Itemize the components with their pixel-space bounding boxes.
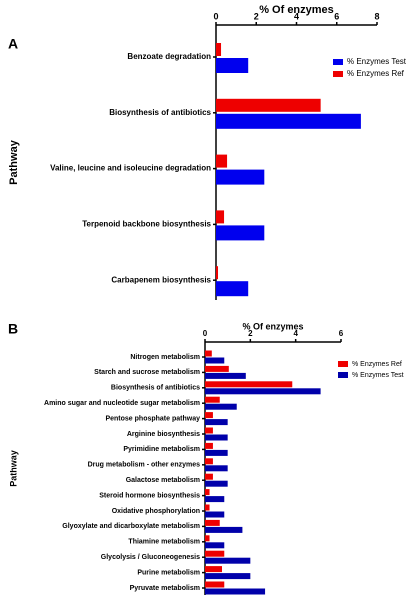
bar [216,98,321,112]
bar [216,113,361,129]
y-tick-label: Pyrimidine metabolism [123,446,200,453]
legend-swatch [333,59,343,65]
bar [205,419,228,426]
legend-swatch [333,71,343,77]
x-tick-label: 6 [339,329,344,338]
y-tick-label: Drug metabolism - other enzymes [88,462,201,469]
y-tick-label: Pyruvate metabolism [130,585,200,592]
bar [205,458,213,465]
y-tick-label: Starch and sucrose metabolism [94,369,200,376]
bar [205,473,213,480]
bar [205,365,229,372]
bar [205,350,212,357]
bar [216,169,265,185]
y-tick-label: Oxidative phosphorylation [112,508,200,515]
bar [216,281,249,297]
legend-label: % Enzymes Test [347,57,407,66]
x-tick-label: 4 [293,329,298,338]
bar [205,511,225,518]
x-tick-label: 0 [213,11,218,21]
axis-title: % Of enzymes [259,4,334,16]
bar [205,381,293,388]
y-tick-label: Nitrogen metabolism [130,354,200,361]
bar [205,372,246,379]
bar [205,573,251,580]
bar [205,403,237,410]
x-tick-label: 2 [254,11,259,21]
y-tick-label: Purine metabolism [137,569,200,576]
bar [205,496,225,503]
y-tick-label: Terpenoid backbone biosynthesis [82,220,211,229]
bar [205,412,213,419]
bar [205,442,213,449]
legend-label: % Enzymes Ref [347,69,405,78]
legend-label: % Enzymes Test [352,372,404,379]
y-tick-label: Thiamine metabolism [128,539,200,546]
y-axis-title: Pathway [8,450,18,487]
y-tick-label: Steroid hormone biosynthesis [99,492,200,499]
bar [205,388,321,395]
bar [205,581,225,588]
bar [205,449,228,456]
y-axis-title: Pathway [8,139,20,185]
bar [205,542,225,549]
x-tick-label: 2 [248,329,253,338]
legend-swatch [338,361,348,367]
y-tick-label: Carbapenem biosynthesis [111,275,211,284]
panel-label: A [8,36,18,52]
bar [205,357,225,364]
bar [216,210,225,224]
panel-label: B [8,321,18,337]
y-tick-label: Amino sugar and nucleotide sugar metabol… [44,400,200,407]
bar [205,550,225,557]
bar [205,504,210,511]
axis-title: % Of enzymes [242,321,303,331]
y-tick-label: Valine, leucine and isoleucine degradati… [50,164,211,173]
legend-swatch [338,372,348,378]
bar [216,266,219,280]
bar [216,154,228,168]
bar [205,566,222,573]
bar [205,465,228,472]
y-tick-label: Biosynthesis of antibiotics [109,108,211,117]
bar [205,519,220,526]
x-tick-label: 6 [334,11,339,21]
bar [216,58,249,73]
bar [216,225,265,241]
bar [205,489,210,496]
y-tick-label: Biosynthesis of antibiotics [111,385,200,392]
y-tick-label: Glyoxylate and dicarboxylate metabolism [62,523,200,530]
y-tick-label: Benzoate degradation [127,52,211,61]
bar [205,396,220,403]
y-tick-label: Arginine biosynthesis [127,431,200,438]
x-tick-label: 8 [374,11,379,21]
bar [205,588,266,595]
y-tick-label: Glycolysis / Gluconeogenesis [101,554,200,561]
bar [205,526,243,533]
bar [205,535,210,542]
x-tick-label: 4 [294,11,299,21]
legend-label: % Enzymes Ref [352,361,402,368]
bar [216,43,222,56]
x-tick-label: 0 [203,329,208,338]
y-tick-label: Galactose metabolism [126,477,200,484]
bar [205,480,228,487]
bar [205,434,228,441]
bar [205,557,251,564]
y-tick-label: Pentose phosphate pathway [105,415,200,422]
bar [205,427,213,434]
